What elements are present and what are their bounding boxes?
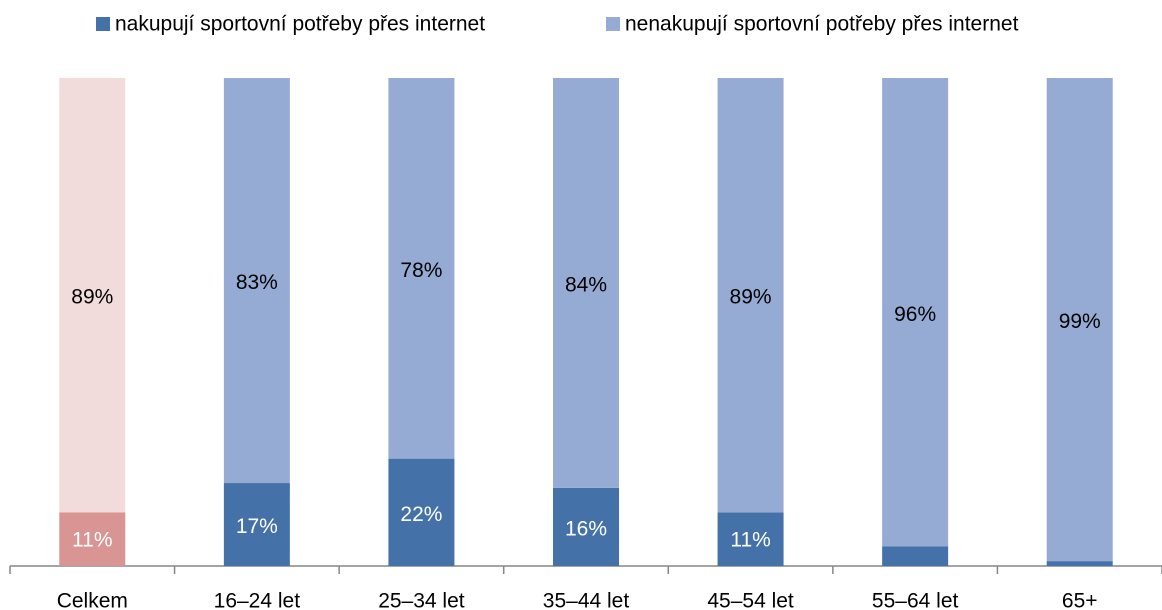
x-tick-label: 45–54 let [707, 590, 794, 610]
bar-segment [223, 78, 290, 484]
data-label: 11% [72, 529, 112, 552]
data-label: 96% [894, 303, 936, 326]
data-label: 17% [236, 515, 278, 538]
data-label: 89% [730, 286, 772, 309]
legend-label: nenakupují sportovní potřeby přes intern… [625, 13, 1019, 36]
bar-segment [717, 512, 784, 566]
bar-segment [388, 78, 455, 459]
x-tick-label: 55–64 let [872, 590, 959, 610]
bar-segment [1046, 78, 1113, 562]
bar-segment [223, 483, 290, 566]
legend-swatch [96, 17, 110, 31]
legend-swatch [606, 17, 620, 31]
legend-label: nakupují sportovní potřeby přes internet [115, 13, 485, 36]
data-label: 78% [400, 259, 442, 282]
x-tick-label: 25–34 let [378, 590, 465, 610]
data-label: 22% [400, 503, 442, 526]
x-tick-label: 35–44 let [543, 590, 630, 610]
bar-segment [553, 487, 619, 566]
bar-segment [553, 78, 619, 488]
bar-segment [717, 78, 784, 513]
bar-segment [882, 546, 949, 566]
x-tick-label: 16–24 let [214, 590, 301, 610]
data-label: 16% [565, 518, 607, 541]
bar-segment [59, 512, 126, 566]
data-label: 99% [1059, 310, 1101, 333]
bar-segment [59, 78, 126, 513]
bar-segment [882, 78, 949, 547]
bar-segment [1046, 561, 1113, 566]
data-label: 89% [71, 286, 113, 309]
data-label: 11% [730, 529, 770, 552]
x-tick-label: 65+ [1062, 590, 1098, 610]
x-tick-label: Celkem [57, 590, 128, 610]
data-label: 83% [236, 271, 278, 294]
bar-segment [388, 458, 455, 566]
data-label: 84% [565, 274, 607, 297]
